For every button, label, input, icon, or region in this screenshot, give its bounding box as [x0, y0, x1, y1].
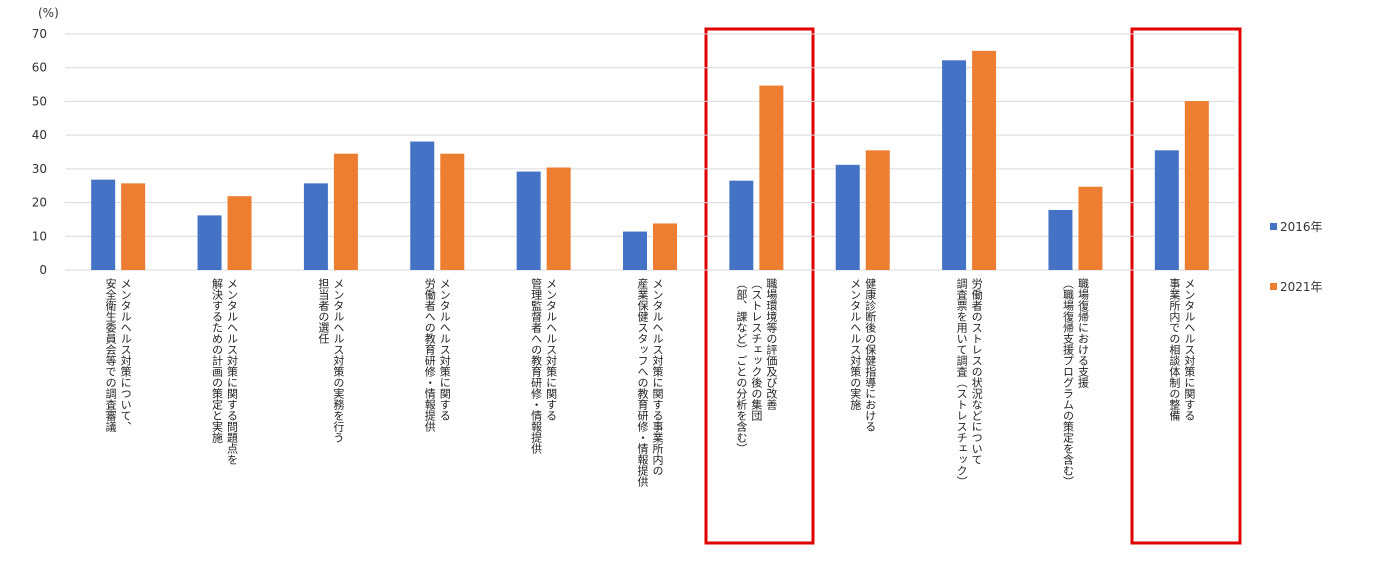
- bar: [121, 183, 146, 270]
- bar: [972, 50, 997, 270]
- x-tick-label: 事業所内での相談体制の整備: [1168, 278, 1181, 422]
- highlight-box: [1130, 27, 1242, 545]
- x-tick-label: 労働者への教育研修・情報提供: [423, 277, 436, 432]
- x-tick-label: メンタルヘルス対策に関する事業所内の: [651, 278, 664, 476]
- legend-label: 2016年: [1280, 220, 1323, 234]
- x-tick-label: メンタルヘルス対策に関する: [1183, 278, 1196, 421]
- highlight-box: [704, 27, 815, 545]
- x-tick-label: 調査票を用いて調査（ストレスチェック）: [955, 277, 968, 487]
- x-tick-label: （ストレスチェック後の集団: [750, 278, 763, 422]
- bar: [759, 85, 784, 270]
- bar: [1154, 150, 1179, 270]
- x-tick-label: 担当者の選任: [317, 277, 330, 345]
- bar: [653, 223, 677, 270]
- x-tick-label: 健康診断後の保健指導における: [864, 278, 877, 432]
- x-tick-label: 産業保健スタッフへの教育研修・情報提供: [636, 278, 649, 487]
- bar: [729, 180, 754, 270]
- y-tick-label: 60: [32, 61, 47, 75]
- x-tick-label: 職場環境等の評価及び改善: [765, 278, 778, 411]
- y-tick-label: 10: [32, 229, 47, 243]
- x-tick-label: メンタルヘルス対策に関する: [438, 278, 451, 421]
- bar: [865, 150, 890, 270]
- bar: [835, 164, 860, 270]
- x-tick-label: 職場復帰における支援: [1076, 278, 1089, 389]
- bar: [1078, 186, 1103, 270]
- bar: [516, 171, 541, 270]
- x-tick-label: 労働者のストレスの状況などについて: [970, 277, 983, 465]
- x-tick-label: メンタルヘルス対策に関する問題点を: [226, 278, 239, 465]
- bar: [303, 183, 328, 270]
- bar: [440, 153, 465, 270]
- y-tick-label: 0: [39, 263, 47, 277]
- bar: [410, 141, 435, 270]
- x-tick-label: （部、課など）ごとの分析を含む）: [735, 278, 748, 454]
- bar: [623, 231, 647, 270]
- x-tick-label: 解決するための計画の策定と実施: [211, 277, 224, 444]
- bar: [197, 215, 222, 270]
- bar: [1184, 101, 1209, 270]
- y-tick-label: 20: [32, 196, 47, 210]
- legend-swatch: [1270, 223, 1277, 230]
- bar: [91, 179, 116, 270]
- bar: [942, 60, 967, 270]
- x-tick-label: 安全衛生委員会等での調査審議: [104, 277, 117, 432]
- bar: [333, 153, 358, 270]
- x-tick-label: メンタルヘルス対策に関する: [545, 278, 558, 421]
- y-tick-label: 70: [32, 27, 47, 41]
- legend-swatch: [1270, 283, 1277, 290]
- bar: [227, 196, 252, 270]
- x-tick-label: 管理監督者への教育研修・情報提供: [530, 277, 543, 454]
- bar: [546, 167, 571, 270]
- x-tick-label: メンタルヘルス対策の実務を行う: [332, 278, 345, 443]
- y-axis-label: (%): [38, 6, 59, 20]
- y-tick-label: 30: [32, 162, 47, 176]
- y-tick-label: 40: [32, 128, 47, 142]
- x-tick-label: （職場復帰支援プログラムの策定を含む）: [1061, 278, 1074, 487]
- legend-label: 2021年: [1280, 280, 1323, 294]
- bar: [1048, 209, 1073, 270]
- x-tick-label: メンタルヘルス対策の実施: [849, 278, 862, 411]
- x-tick-label: メンタルヘルス対策について、: [119, 278, 132, 432]
- y-tick-label: 50: [32, 94, 47, 108]
